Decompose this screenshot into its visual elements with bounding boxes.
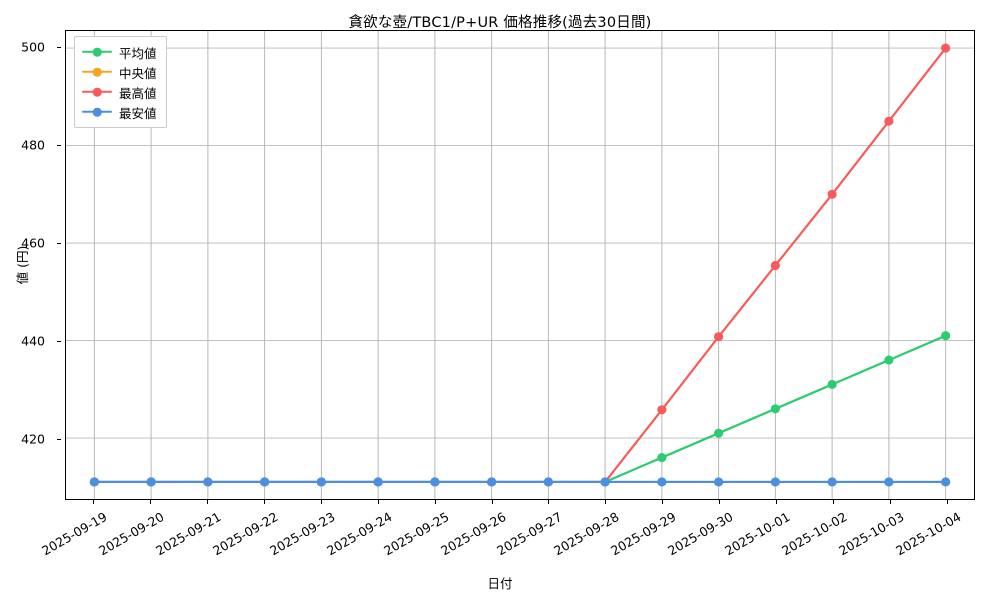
data-point	[430, 477, 440, 487]
x-axis-tick-mark	[605, 500, 607, 504]
y-axis-tick-mark	[57, 47, 61, 49]
y-axis-tick-label: 460	[21, 235, 45, 251]
data-point	[714, 477, 724, 487]
data-point	[657, 405, 667, 415]
data-point	[543, 477, 553, 487]
legend-label: 最高値	[119, 85, 157, 101]
x-axis-tick-mark	[434, 500, 436, 504]
y-axis-tick-mark	[57, 145, 61, 147]
legend-swatch-icon	[82, 46, 112, 58]
legend-marker-icon	[92, 107, 102, 117]
x-axis-tick-mark	[775, 500, 777, 504]
data-point	[714, 428, 724, 438]
x-axis-tick-mark	[264, 500, 266, 504]
legend-item[interactable]: 中央値	[82, 62, 157, 82]
legend-item[interactable]: 最安値	[82, 102, 157, 122]
x-axis-tick-mark	[150, 500, 152, 504]
y-axis-tick-label: 420	[21, 431, 45, 447]
legend-item[interactable]: 平均値	[82, 42, 157, 62]
data-point	[941, 331, 951, 341]
legend-label: 中央値	[119, 65, 157, 81]
x-axis-tick-mark	[377, 500, 379, 504]
y-axis-tick-labels: 420 440 460 480 500	[0, 30, 61, 500]
x-axis-tick-mark	[207, 500, 209, 504]
data-point	[770, 477, 780, 487]
data-point	[260, 477, 270, 487]
data-point	[884, 477, 894, 487]
y-axis-tick-label: 500	[21, 39, 45, 55]
x-axis-tick-mark	[719, 500, 721, 504]
y-axis-tick-mark	[57, 438, 61, 440]
data-point	[657, 452, 667, 463]
data-point	[884, 355, 894, 365]
series-line	[93, 46, 947, 484]
data-point	[884, 116, 894, 126]
legend-marker-icon	[92, 47, 102, 57]
legend-swatch-icon	[82, 66, 112, 78]
legend-swatch-icon	[82, 86, 112, 98]
data-point	[941, 43, 951, 53]
y-axis-title: 値 (円)	[14, 245, 30, 285]
data-point	[487, 477, 497, 487]
y-axis-tick-mark	[57, 242, 61, 244]
series-line	[93, 334, 947, 484]
x-axis-tick-mark	[832, 500, 834, 504]
series-3	[89, 43, 951, 487]
data-point	[827, 189, 837, 199]
x-axis-title: 日付	[487, 576, 513, 591]
legend-label: 最安値	[119, 105, 157, 121]
data-point	[770, 404, 780, 414]
chart-legend: 平均値中央値最高値最安値	[74, 36, 167, 128]
y-axis-tick-label: 440	[21, 333, 45, 349]
data-point	[714, 332, 724, 342]
data-point	[146, 477, 156, 487]
x-axis-tick-mark	[93, 500, 95, 504]
y-axis-tick-mark	[57, 340, 61, 342]
x-axis-tick-mark	[548, 500, 550, 504]
data-point	[373, 477, 383, 487]
data-point	[203, 477, 213, 487]
x-axis-tick-mark	[662, 500, 664, 504]
x-axis-tick-mark	[889, 500, 891, 504]
x-axis-tick-mark	[946, 500, 948, 504]
x-axis-tick-mark	[320, 500, 322, 504]
legend-swatch-icon	[82, 106, 112, 118]
x-axis-tick-mark	[491, 500, 493, 504]
data-point	[827, 379, 837, 390]
data-series-layer	[89, 43, 951, 487]
legend-marker-icon	[92, 87, 102, 97]
data-point	[316, 477, 326, 487]
legend-marker-icon	[92, 67, 102, 77]
chart-title: 貪欲な壺/TBC1/P+UR 価格推移(過去30日間)	[348, 15, 652, 31]
gridlines	[66, 31, 974, 499]
plot-area	[65, 30, 975, 500]
legend-label: 平均値	[119, 45, 157, 61]
series-4	[89, 477, 951, 487]
data-point	[657, 477, 667, 487]
x-axis-tick-labels: 2025-09-19 2025-09-20 2025-09-21 2025-09-22…	[40, 500, 975, 600]
data-point	[827, 477, 837, 487]
data-point	[941, 477, 951, 487]
data-point	[770, 260, 780, 271]
data-point	[600, 477, 610, 487]
series-1	[89, 331, 951, 487]
y-axis-tick-label: 480	[21, 137, 45, 153]
data-point	[89, 477, 99, 487]
legend-item[interactable]: 最高値	[82, 82, 157, 102]
